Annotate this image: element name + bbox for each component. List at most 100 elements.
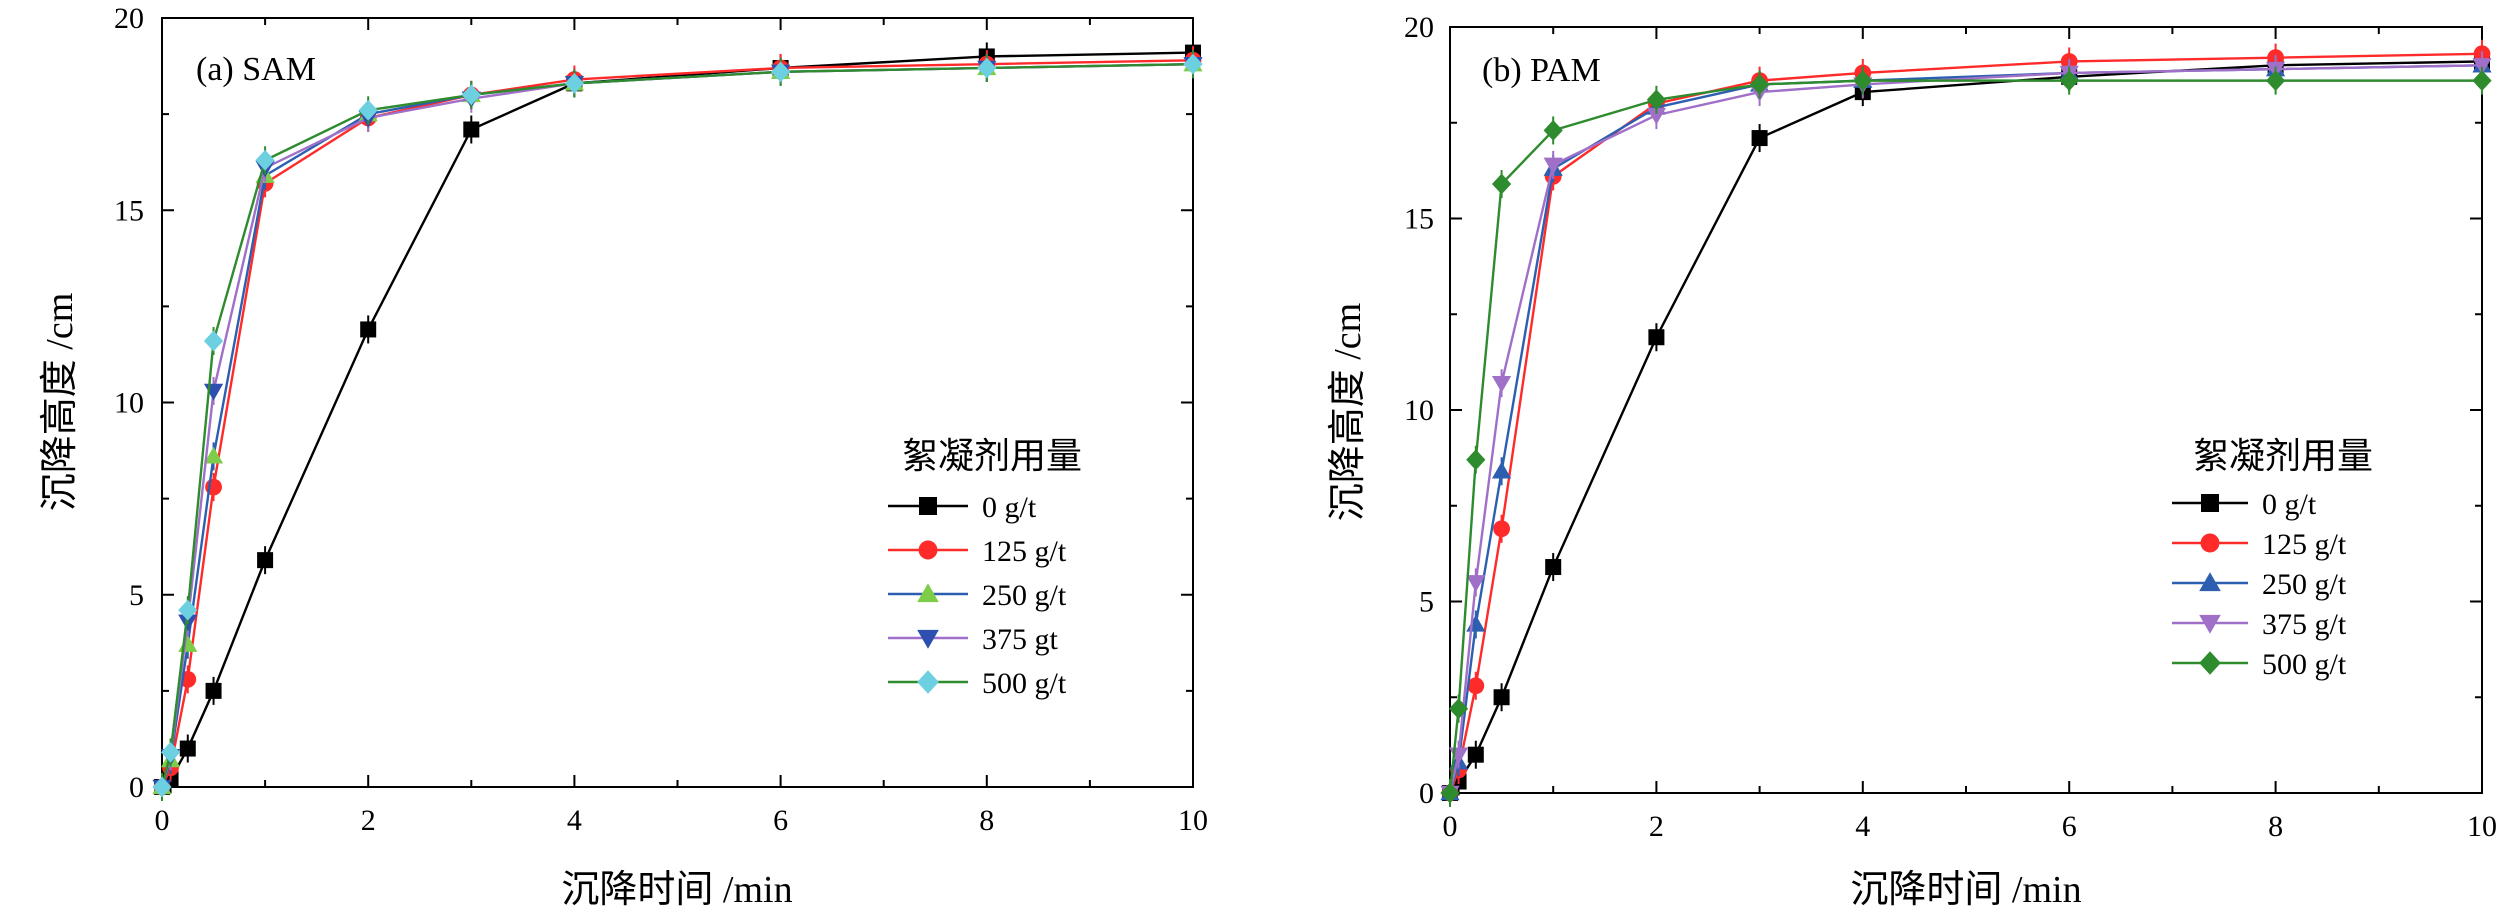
data-point	[205, 682, 222, 699]
data-point	[1853, 70, 1873, 92]
series-1	[1442, 47, 2490, 807]
data-point	[203, 383, 224, 401]
x-axis-label: 沉降时间 /min	[561, 869, 792, 911]
data-point	[1648, 329, 1665, 346]
data-point	[1751, 130, 1768, 147]
data-point	[1646, 107, 1666, 125]
y-axis-label: 沉降高度 /cm	[39, 293, 81, 511]
y-tick-label: 15	[114, 194, 144, 227]
series-line	[1449, 60, 2483, 794]
legend-title: 絮凝剂用量	[902, 436, 1082, 476]
axis-ticks: 0 2 4 6 8 10 0 5 10 15 20	[1404, 11, 2497, 843]
y-tick-label: 5	[1419, 586, 1434, 619]
legend-marker	[2199, 651, 2221, 675]
data-point	[463, 121, 480, 138]
x-tick-label: 2	[1649, 810, 1664, 843]
x-tick-label: 8	[979, 804, 994, 837]
data-point	[160, 741, 181, 763]
series-5	[1440, 66, 2492, 807]
data-point	[1466, 575, 1486, 592]
y-tick-label: 20	[114, 2, 144, 35]
data-point	[1466, 614, 1486, 632]
legend-marker	[918, 540, 938, 560]
data-point	[257, 552, 274, 569]
data-point	[203, 330, 224, 352]
x-tick-label: 6	[2062, 810, 2077, 843]
legend: 0 g/t 125 g/t 250 g/t 375 g/t 500 g/t	[2172, 488, 2347, 681]
series-layer	[1440, 39, 2492, 807]
legend-label: 0 g/t	[982, 491, 1037, 524]
data-point	[1467, 677, 1485, 695]
data-point	[2472, 58, 2492, 75]
chart-panel-sam: (a) SAM 沉降时间 /min 沉降高度 /cm 絮凝剂用量 0 2 4 6 8 10…	[39, 2, 1208, 911]
data-point	[2266, 70, 2286, 92]
y-tick-label: 20	[1404, 11, 1434, 44]
y-tick-label: 10	[1404, 394, 1434, 427]
data-point	[1492, 461, 1512, 479]
legend-marker	[919, 497, 937, 515]
data-point	[179, 740, 196, 757]
data-point	[203, 446, 224, 464]
data-point	[358, 99, 378, 121]
legend-item: 375 gt	[888, 623, 1059, 656]
data-point	[360, 321, 377, 338]
data-point	[1448, 698, 1469, 720]
chart-panel-pam: (b) PAM 沉降时间 /min 沉降高度 /cm 絮凝剂用量 0 2 4 6 8 10…	[1327, 11, 2497, 911]
series-line	[1448, 64, 2483, 794]
data-point	[1466, 449, 1486, 471]
data-point	[1750, 74, 1770, 95]
legend-label: 250 g/t	[982, 579, 1067, 612]
series-4	[1440, 51, 2492, 807]
series-line	[1448, 64, 2483, 794]
data-point	[1183, 53, 1203, 75]
legend-marker	[2199, 614, 2221, 634]
data-point	[255, 149, 275, 171]
x-tick-label: 6	[773, 804, 788, 837]
legend: 0 g/t 125 g/t 250 g/t 375 gt 500 g/t	[888, 491, 1067, 700]
data-point	[1492, 375, 1512, 393]
data-point	[1543, 120, 1563, 141]
data-point	[1467, 746, 1484, 763]
data-point	[564, 72, 584, 94]
legend-marker	[2201, 494, 2219, 512]
legend-label: 500 g/t	[2262, 648, 2347, 681]
x-tick-label: 10	[1178, 804, 1208, 837]
y-axis-label: 沉降高度 /cm	[1327, 303, 1369, 521]
x-axis-label: 沉降时间 /min	[1850, 869, 2081, 911]
legend-label: 250 g/t	[2262, 568, 2347, 601]
data-point	[1493, 689, 1510, 706]
legend-label: 125 g/t	[982, 535, 1067, 568]
data-point	[461, 84, 481, 106]
x-tick-label: 4	[567, 804, 582, 837]
series-5	[152, 50, 1203, 801]
y-tick-label: 0	[1419, 777, 1434, 810]
y-tick-label: 15	[1404, 203, 1434, 236]
data-point	[1493, 520, 1510, 538]
data-point	[771, 61, 791, 83]
legend-title: 絮凝剂用量	[2193, 436, 2373, 476]
legend-item: 125 g/t	[888, 535, 1067, 568]
data-point	[1543, 157, 1563, 175]
data-point	[977, 57, 997, 79]
data-point	[1545, 559, 1562, 576]
series-layer	[152, 38, 1203, 801]
legend-marker	[917, 629, 939, 649]
legend-marker	[2199, 572, 2221, 592]
y-tick-label: 0	[129, 771, 144, 804]
legend-marker	[917, 583, 939, 603]
series-line	[1448, 52, 2483, 794]
legend-item: 0 g/t	[888, 491, 1037, 524]
data-point	[178, 599, 198, 621]
axis-ticks: 0 2 4 6 8 10 0 5 10 15 20	[114, 2, 1208, 837]
data-point	[2059, 70, 2079, 92]
data-point	[2472, 70, 2492, 92]
data-point	[152, 776, 172, 798]
data-point	[1448, 747, 1469, 765]
x-tick-label: 8	[2268, 810, 2283, 843]
legend-label: 125 g/t	[2262, 528, 2347, 561]
legend-label: 375 gt	[982, 623, 1059, 656]
y-tick-label: 5	[129, 579, 144, 612]
legend-label: 500 g/t	[982, 667, 1067, 700]
x-tick-label: 4	[1855, 810, 1870, 843]
